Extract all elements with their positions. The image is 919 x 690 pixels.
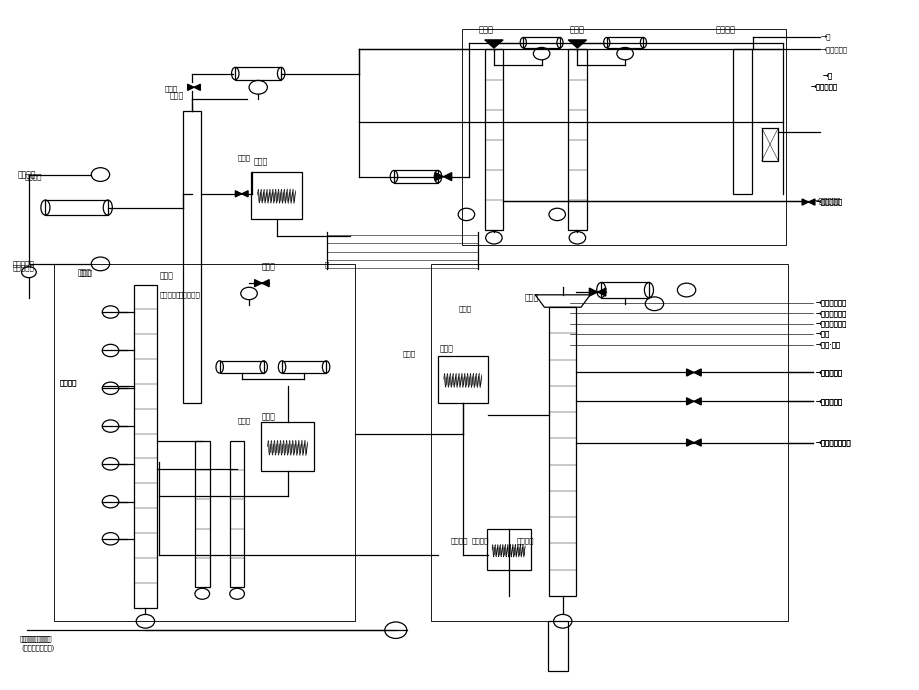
- Text: (初馏塔一常预热): (初馏塔一常预热): [21, 644, 55, 651]
- Text: →气泡·燃火: →气泡·燃火: [815, 342, 840, 348]
- Text: →减压渣油出装置: →减压渣油出装置: [815, 440, 851, 446]
- Text: →减压渣油出装置: →减压渣油出装置: [815, 440, 851, 446]
- Text: →蜡油出装置: →蜡油出装置: [815, 398, 842, 404]
- Polygon shape: [568, 40, 586, 48]
- Polygon shape: [187, 84, 200, 90]
- Text: 常压塔: 常压塔: [77, 268, 91, 277]
- Text: →气: →气: [822, 72, 832, 79]
- Text: 脱硫塔: 脱硫塔: [569, 26, 584, 34]
- Text: 减压炉: 减压炉: [439, 344, 453, 353]
- Text: 常压炉: 常压炉: [238, 154, 251, 161]
- Polygon shape: [686, 369, 700, 376]
- Text: 常压塔一常预热: 常压塔一常预热: [21, 635, 52, 642]
- Text: 电脱盐器: 电脱盐器: [17, 170, 37, 179]
- Text: 常压炉: 常压炉: [254, 158, 267, 167]
- Text: 汽提蒸汽: 汽提蒸汽: [516, 538, 534, 544]
- Text: 常压炉: 常压炉: [238, 417, 251, 424]
- Text: →减顶出装置: →减顶出装置: [815, 369, 842, 376]
- Text: 汽提蒸汽: 汽提蒸汽: [59, 380, 76, 386]
- Text: 减压炉: 减压炉: [402, 350, 414, 357]
- Text: →蜡油出装置: →蜡油出装置: [815, 398, 842, 404]
- Text: →初馏塔侧线: →初馏塔侧线: [815, 199, 842, 206]
- Text: 初馏塔: 初馏塔: [478, 26, 493, 34]
- Text: 汽提蒸汽: 汽提蒸汽: [59, 380, 76, 386]
- Text: →减顶出装置: →减顶出装置: [815, 369, 842, 376]
- Text: 常压炉: 常压炉: [262, 413, 276, 422]
- Polygon shape: [589, 288, 606, 296]
- Polygon shape: [686, 439, 700, 446]
- Text: 铃: 铃: [323, 262, 328, 268]
- Text: 干气脱硫: 干气脱硫: [715, 26, 735, 34]
- Text: →气: →气: [820, 34, 830, 41]
- Text: →减顶出装置: →减顶出装置: [815, 369, 842, 376]
- Text: →粗汽油脱硫: →粗汽油脱硫: [810, 83, 836, 90]
- Text: →蜡油出装置: →蜡油出装置: [815, 398, 842, 404]
- Text: 电脱盐器: 电脱盐器: [24, 173, 41, 180]
- Text: 减压塔: 减压塔: [458, 305, 471, 312]
- Text: →初馏塔侧线: →初馏塔侧线: [813, 197, 840, 204]
- Text: →粗汽油脱硫: →粗汽油脱硫: [810, 83, 836, 90]
- Text: →初馏塔侧线: →初馏塔侧线: [815, 199, 842, 206]
- Text: →粗汽油脱硫: →粗汽油脱硫: [820, 46, 846, 53]
- Text: 酸气自由水: 酸气自由水: [12, 265, 34, 271]
- Polygon shape: [801, 199, 814, 205]
- Polygon shape: [435, 172, 451, 181]
- Text: →气泡·燃火: →气泡·燃火: [815, 342, 840, 348]
- Text: →一侧线出装置: →一侧线出装置: [815, 299, 846, 306]
- Text: 常压内回流: 常压内回流: [159, 292, 180, 298]
- Text: 常压塔: 常压塔: [159, 272, 173, 281]
- Polygon shape: [686, 397, 700, 405]
- Text: 初馏塔: 初馏塔: [165, 86, 177, 92]
- Text: 常压内回流: 常压内回流: [178, 292, 200, 298]
- Text: 酸气自由水: 酸气自由水: [12, 261, 34, 267]
- Text: 常压塔一常预热: 常压塔一常预热: [19, 635, 51, 642]
- Text: 汽提蒸汽: 汽提蒸汽: [471, 538, 489, 544]
- Text: →二侧线出装置: →二侧线出装置: [815, 310, 846, 317]
- Polygon shape: [255, 279, 269, 287]
- Text: →蒸汽: →蒸汽: [815, 331, 829, 337]
- Text: 常压塔: 常压塔: [79, 270, 93, 276]
- Text: 初馏塔: 初馏塔: [169, 92, 183, 101]
- Text: →三侧线出装置: →三侧线出装置: [815, 320, 846, 327]
- Polygon shape: [235, 190, 248, 197]
- Text: 常压塔: 常压塔: [262, 262, 276, 271]
- Text: 汽提蒸汽: 汽提蒸汽: [450, 538, 468, 544]
- Text: →二侧线出装置: →二侧线出装置: [815, 310, 846, 317]
- Text: →气: →气: [822, 72, 832, 79]
- Text: →蒸汽: →蒸汽: [815, 331, 829, 337]
- Polygon shape: [484, 40, 503, 48]
- Text: →一侧线出装置: →一侧线出装置: [815, 299, 846, 306]
- Text: 减压塔: 减压塔: [524, 294, 538, 303]
- Text: →三侧线出装置: →三侧线出装置: [815, 320, 846, 327]
- Text: →减压渣油出装置: →减压渣油出装置: [815, 440, 851, 446]
